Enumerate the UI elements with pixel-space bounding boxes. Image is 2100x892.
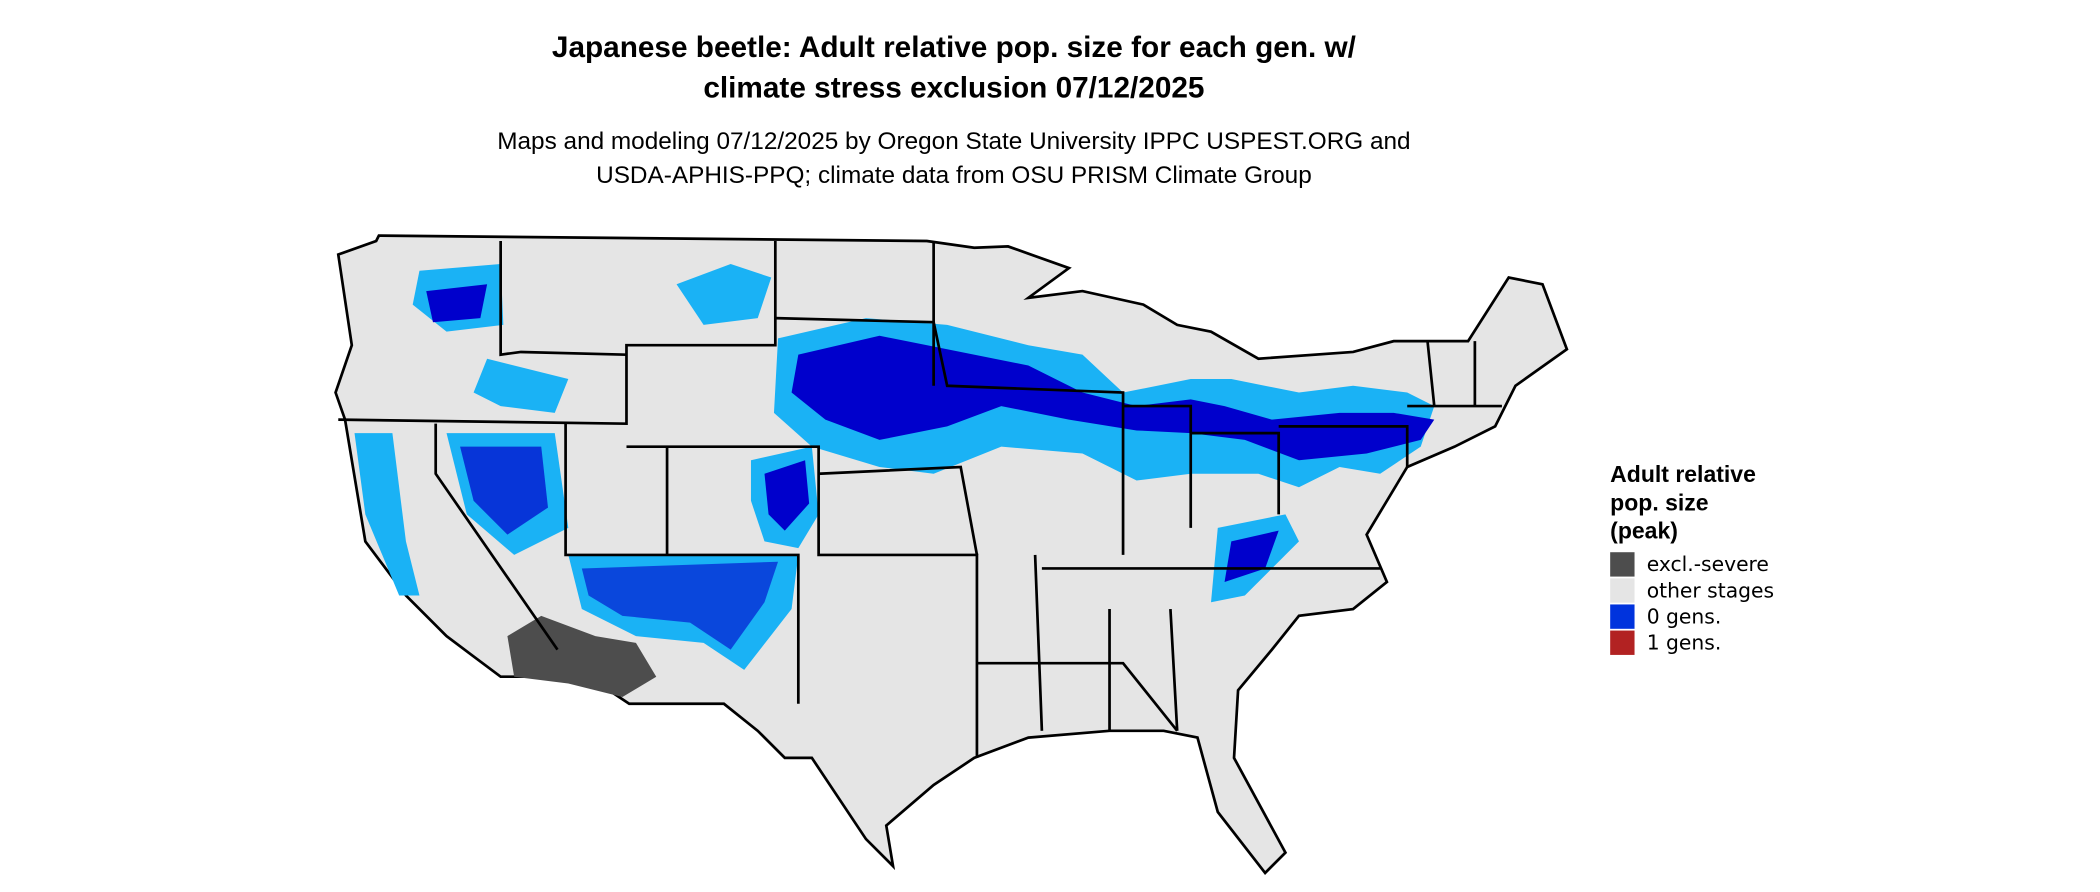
title-line: climate stress exclusion 07/12/2025 xyxy=(703,72,1204,105)
legend: Adult relative pop. size (peak) excl.-se… xyxy=(1610,461,1774,655)
legend-label: other stages xyxy=(1647,578,1774,602)
subtitle-line: Maps and modeling 07/12/2025 by Oregon S… xyxy=(497,128,1410,155)
legend-swatch xyxy=(1610,604,1635,629)
legend-swatch xyxy=(1610,552,1635,577)
us-map xyxy=(334,234,1569,875)
legend-title-line: pop. size xyxy=(1610,489,1708,515)
legend-label: 0 gens. xyxy=(1647,604,1722,628)
legend-label: 1 gens. xyxy=(1647,631,1722,655)
legend-title-line: Adult relative xyxy=(1610,461,1756,487)
state-borders xyxy=(338,241,1502,758)
legend-title-line: (peak) xyxy=(1610,518,1678,544)
legend-swatch xyxy=(1610,578,1635,603)
title-line: Japanese beetle: Adult relative pop. siz… xyxy=(552,31,1356,64)
subtitle-line: USDA-APHIS-PPQ; climate data from OSU PR… xyxy=(596,162,1312,189)
legend-swatch xyxy=(1610,630,1635,655)
legend-label: excl.-severe xyxy=(1647,552,1769,576)
suitability-areas xyxy=(354,264,1435,697)
